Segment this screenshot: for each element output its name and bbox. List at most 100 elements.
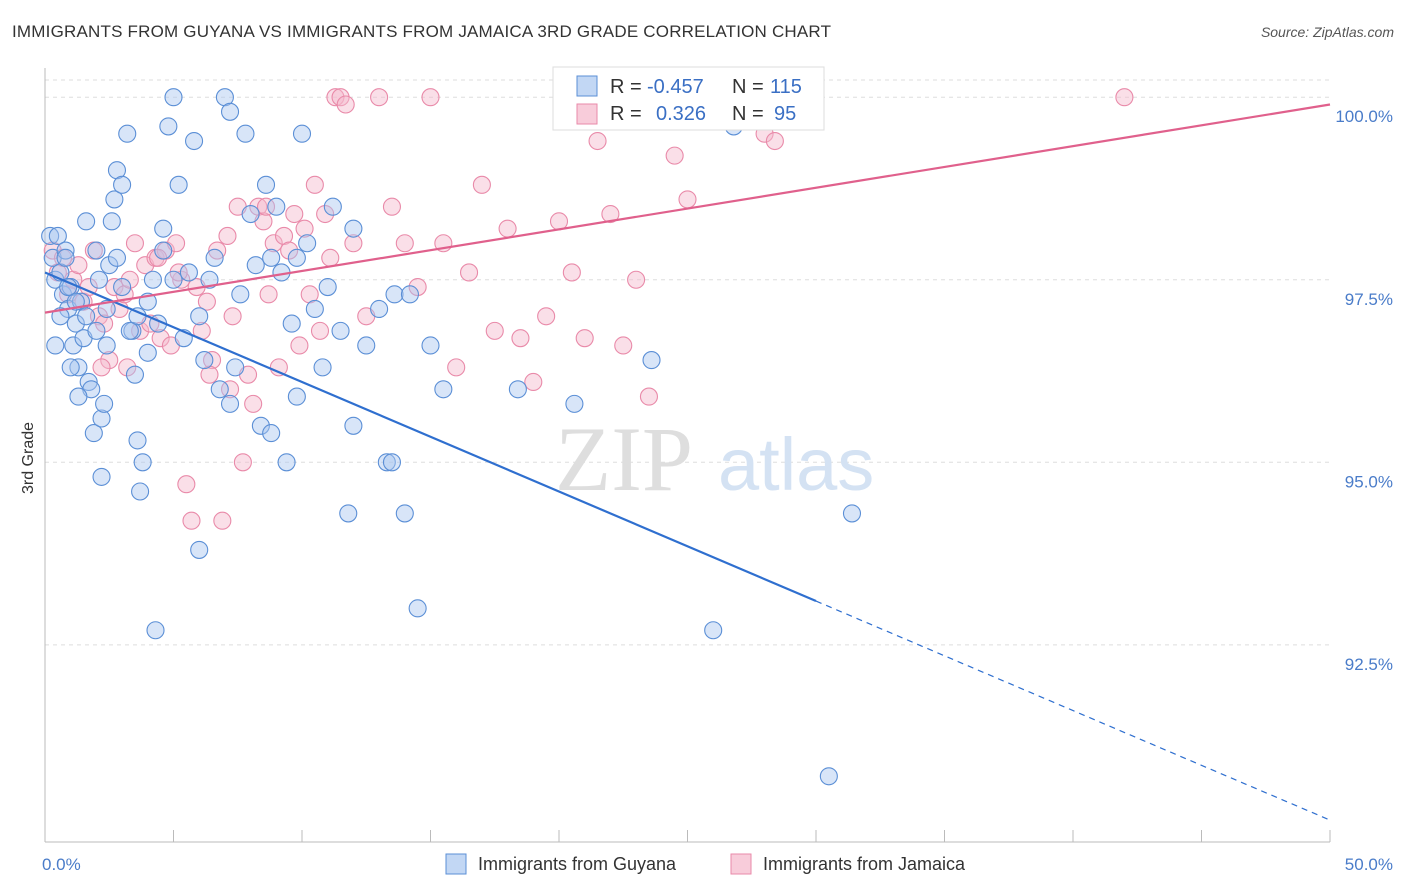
trend-line-guyana <box>44 271 817 603</box>
jamaica-point <box>336 95 355 114</box>
guyana-point <box>143 270 162 289</box>
jamaica-point <box>223 307 242 326</box>
stats-legend-n-label-guyana: N = <box>732 76 764 98</box>
guyana-point <box>41 226 60 245</box>
guyana-point <box>704 621 723 640</box>
guyana-point <box>287 248 306 267</box>
jamaica-point <box>575 329 594 348</box>
guyana-point <box>159 117 178 136</box>
guyana-point <box>113 175 132 194</box>
jamaica-point <box>485 321 504 340</box>
guyana-point <box>89 270 109 289</box>
guyana-point <box>220 394 240 413</box>
guyana-point <box>133 453 152 472</box>
guyana-point <box>434 380 453 399</box>
guyana-point <box>154 241 173 260</box>
jamaica-point <box>549 212 569 231</box>
jamaica-point <box>290 336 309 355</box>
guyana-point <box>313 358 332 377</box>
guyana-point <box>262 248 281 267</box>
guyana-point <box>508 380 527 399</box>
jamaica-point <box>316 204 335 224</box>
guyana-point <box>79 372 98 392</box>
guyana-point <box>408 599 427 618</box>
jamaica-point <box>280 241 299 260</box>
jamaica-point <box>118 358 137 377</box>
stats-legend-swatch-jamaica <box>576 103 598 125</box>
stats-legend-n-jamaica: 95 <box>774 103 796 125</box>
guyana-point <box>56 248 75 267</box>
jamaica-point <box>218 226 237 245</box>
guyana-point <box>92 409 111 428</box>
guyana-point <box>120 321 139 340</box>
guyana-point <box>565 394 584 413</box>
guyana-point <box>277 453 296 472</box>
jamaica-point <box>472 175 491 194</box>
legend-label-jamaica: Immigrants from Jamaica <box>763 854 966 874</box>
guyana-point <box>64 336 83 355</box>
guyana-point <box>205 248 224 267</box>
guyana-point <box>125 365 144 384</box>
jamaica-point <box>511 329 530 348</box>
guyana-point <box>200 270 219 289</box>
guyana-point <box>164 88 183 107</box>
guyana-point <box>59 278 78 297</box>
guyana-point <box>377 453 396 472</box>
guyana-point <box>231 285 250 304</box>
jamaica-point <box>233 453 252 472</box>
guyana-point <box>56 241 75 260</box>
guyana-point <box>69 387 88 406</box>
guyana-point <box>421 336 440 355</box>
guyana-point <box>819 767 838 786</box>
guyana-point <box>236 124 255 143</box>
jamaica-point <box>321 248 340 267</box>
jamaica-point <box>213 511 232 530</box>
jamaica-point <box>100 351 119 370</box>
guyana-point <box>95 394 114 413</box>
guyana-point <box>51 307 70 326</box>
guyana-point <box>107 248 127 267</box>
guyana-point <box>92 467 111 486</box>
x-tick-label-max: 50.0% <box>1345 855 1393 874</box>
guyana-point <box>323 197 342 216</box>
jamaica-point <box>131 321 150 340</box>
guyana-point <box>169 175 188 194</box>
jamaica-point <box>285 204 304 224</box>
guyana-point <box>146 621 165 640</box>
jamaica-point <box>408 278 427 297</box>
guyana-point <box>66 314 85 333</box>
jamaica-point <box>310 321 330 340</box>
y-tick-label: 100.0% <box>1335 107 1393 126</box>
jamaica-point <box>125 234 144 253</box>
jamaica-point <box>344 234 363 253</box>
watermark-atlas: atlas <box>718 423 874 506</box>
guyana-point <box>190 540 209 559</box>
jamaica-point <box>208 241 227 260</box>
watermark: ZIP atlas <box>555 408 874 510</box>
y-tick-label: 97.5% <box>1345 290 1393 309</box>
guyana-point <box>154 219 173 238</box>
trend-line-jamaica <box>44 103 1331 314</box>
y-tick-label: 95.0% <box>1345 472 1393 491</box>
jamaica-point <box>326 88 345 107</box>
guyana-point <box>292 124 312 143</box>
guyana-point <box>642 351 661 370</box>
guyana-point <box>305 299 324 319</box>
guyana-point <box>339 504 358 523</box>
guyana-point <box>128 431 147 450</box>
guyana-point <box>287 387 306 406</box>
jamaica-point <box>244 394 263 413</box>
guyana-point <box>195 351 214 370</box>
jamaica-point <box>120 270 139 289</box>
guyana-point <box>842 504 862 523</box>
guyana-point <box>164 270 183 289</box>
stats-legend-r-guyana: -0.457 <box>647 76 704 98</box>
axes: 92.5% 95.0% 97.5% 100.0% 0.0% 50.0% <box>42 68 1393 874</box>
trend-lines <box>44 103 1331 821</box>
jamaica-point <box>614 336 633 355</box>
guyana-point <box>357 336 376 355</box>
guyana-point <box>210 380 229 399</box>
series-legend: Immigrants from Guyana Immigrants from J… <box>445 853 966 875</box>
guyana-point <box>298 234 317 253</box>
guyana-point <box>282 314 301 333</box>
